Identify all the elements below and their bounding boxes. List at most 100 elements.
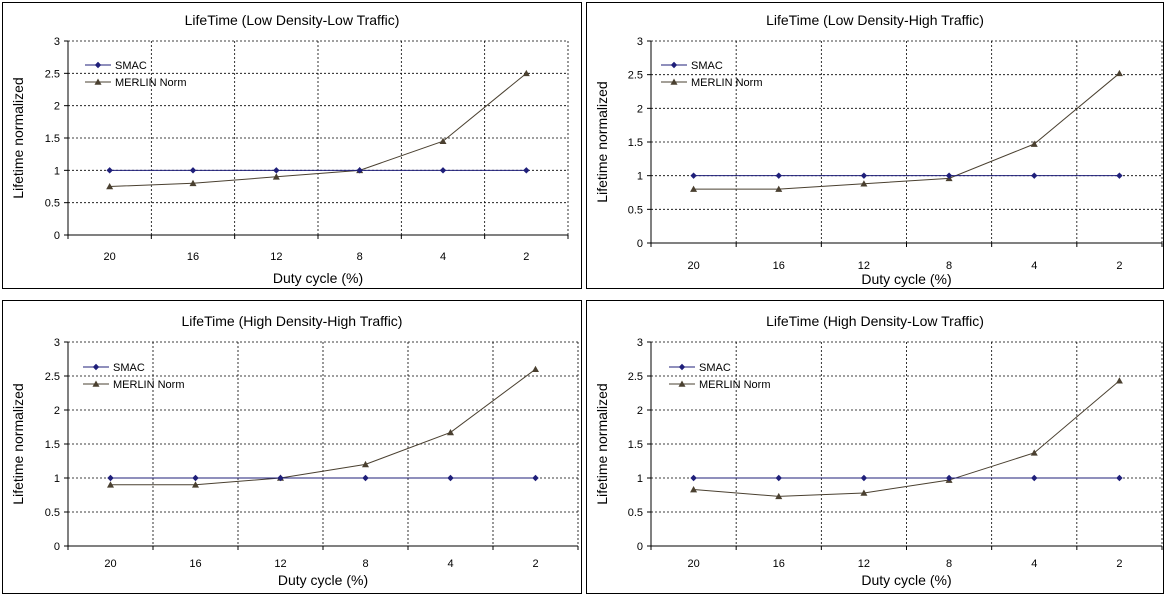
x-axis-title: Duty cycle (%) xyxy=(273,270,363,286)
y-axis-title: Lifetime normalized xyxy=(594,81,610,202)
legend-marker-smac xyxy=(92,363,100,371)
data-point-merlin-norm xyxy=(690,185,698,192)
x-tick-label: 12 xyxy=(858,558,870,570)
legend-marker-smac xyxy=(94,61,102,69)
data-point-merlin-norm xyxy=(860,180,868,187)
y-tick-label: 1.5 xyxy=(628,137,643,149)
series-line-merlin-norm xyxy=(110,368,536,486)
data-point-smac xyxy=(690,474,697,482)
x-tick-label: 8 xyxy=(357,251,363,263)
y-tick-label: 3 xyxy=(54,36,60,48)
y-tick-label: 2 xyxy=(54,405,60,417)
chart-title: LifeTime (Low Density-High Traffic) xyxy=(766,12,984,28)
y-axis-title: Lifetime normalized xyxy=(594,383,610,504)
y-tick-label: 0.5 xyxy=(45,507,60,519)
x-tick-label: 4 xyxy=(1031,558,1037,570)
chart-svg: LifeTime (Low Density-Low Traffic) 0 0.5 1 1… xyxy=(10,12,569,286)
chart-svg: LifeTime (High Density-High Traffic) 0 0.5… xyxy=(10,313,579,588)
x-tick-label: 2 xyxy=(532,558,538,570)
data-point-smac xyxy=(775,474,782,482)
data-point-smac xyxy=(447,474,454,482)
legend-marker-smac xyxy=(670,61,678,69)
data-point-merlin-norm xyxy=(447,428,454,436)
y-axis-title: Lifetime normalized xyxy=(10,383,26,504)
y-tick-label: 1 xyxy=(54,165,60,177)
chart-panel-high-density-low-traffic: LifeTime (High Density-Low Traffic) 0 0.5 1… xyxy=(586,300,1164,594)
x-tick-label: 8 xyxy=(946,260,952,272)
x-tick-label: 4 xyxy=(1031,260,1037,272)
data-point-merlin-norm xyxy=(532,365,539,372)
series-line-merlin-norm xyxy=(693,72,1120,190)
chart-panel-high-density-high-traffic: LifeTime (High Density-High Traffic) 0 0.5… xyxy=(2,300,582,594)
y-tick-label: 2.5 xyxy=(45,371,60,383)
y-tick-label: 2.5 xyxy=(628,70,643,82)
data-point-merlin-norm xyxy=(107,481,114,488)
y-axis-title: Lifetime normalized xyxy=(10,77,26,198)
x-tick-label: 12 xyxy=(270,251,282,263)
x-tick-label: 2 xyxy=(523,251,529,263)
x-tick-label: 12 xyxy=(858,260,870,272)
legend-marker-merlin-norm xyxy=(678,380,686,387)
y-tick-label: 0 xyxy=(54,230,60,242)
data-point-merlin-norm xyxy=(522,69,530,77)
legend-label: MERLIN Norm xyxy=(113,379,185,391)
y-tick-label: 0.5 xyxy=(628,507,643,519)
x-tick-label: 20 xyxy=(687,558,699,570)
data-point-merlin-norm xyxy=(860,489,868,496)
chart-title: LifeTime (High Density-High Traffic) xyxy=(182,313,403,329)
x-tick-label: 12 xyxy=(274,558,286,570)
y-tick-label: 3 xyxy=(637,337,643,349)
data-point-merlin-norm xyxy=(272,173,280,180)
legend-label: SMAC xyxy=(699,362,731,374)
data-point-smac xyxy=(439,167,447,174)
x-tick-label: 8 xyxy=(946,558,952,570)
data-point-smac xyxy=(1031,474,1038,482)
x-tick-label: 16 xyxy=(189,558,201,570)
y-tick-label: 1 xyxy=(54,473,60,485)
legend-label: MERLIN Norm xyxy=(699,379,771,391)
data-point-smac xyxy=(775,172,782,179)
series-line-merlin-norm xyxy=(693,380,1120,497)
x-axis-title: Duty cycle (%) xyxy=(861,271,951,287)
chart-panel-low-density-low-traffic: LifeTime (Low Density-Low Traffic) 0 0.5 1 1… xyxy=(2,2,582,289)
data-point-merlin-norm xyxy=(192,481,199,488)
data-point-smac xyxy=(277,474,284,482)
data-point-smac xyxy=(356,167,363,174)
data-point-smac xyxy=(860,474,868,482)
data-point-merlin-norm xyxy=(1115,377,1123,384)
x-tick-label: 20 xyxy=(687,260,699,272)
legend-marker-smac xyxy=(678,363,686,371)
chart-svg: LifeTime (Low Density-High Traffic) 0 0.5 1… xyxy=(594,12,1163,287)
series-line-merlin-norm xyxy=(109,72,527,187)
data-point-smac xyxy=(192,474,199,482)
legend-marker-merlin-norm xyxy=(670,78,678,85)
x-tick-label: 16 xyxy=(187,251,199,263)
y-tick-label: 0.5 xyxy=(628,204,643,216)
y-tick-label: 0.5 xyxy=(45,198,60,210)
data-point-merlin-norm xyxy=(1115,69,1123,77)
x-tick-label: 16 xyxy=(773,558,785,570)
data-point-merlin-norm xyxy=(189,179,197,187)
data-point-merlin-norm xyxy=(690,486,698,493)
y-tick-label: 2 xyxy=(637,405,643,417)
data-point-merlin-norm xyxy=(362,460,369,468)
y-tick-label: 2.5 xyxy=(628,371,643,383)
chart-title: LifeTime (Low Density-Low Traffic) xyxy=(185,12,400,28)
data-point-merlin-norm xyxy=(775,185,783,192)
data-point-smac xyxy=(107,474,114,482)
data-point-smac xyxy=(690,172,697,179)
data-point-merlin-norm xyxy=(1030,140,1038,147)
data-point-merlin-norm xyxy=(1030,449,1038,456)
x-tick-label: 4 xyxy=(440,251,446,263)
data-point-smac xyxy=(1116,172,1123,179)
x-axis-title: Duty cycle (%) xyxy=(278,572,368,588)
y-tick-label: 0 xyxy=(637,541,643,553)
data-point-merlin-norm xyxy=(106,183,114,190)
y-tick-label: 0 xyxy=(637,238,643,250)
data-point-smac xyxy=(1031,172,1038,179)
data-point-smac xyxy=(189,167,197,174)
y-tick-label: 1 xyxy=(637,171,643,183)
y-tick-label: 2 xyxy=(54,101,60,113)
y-tick-label: 3 xyxy=(54,337,60,349)
x-tick-label: 2 xyxy=(1116,558,1122,570)
